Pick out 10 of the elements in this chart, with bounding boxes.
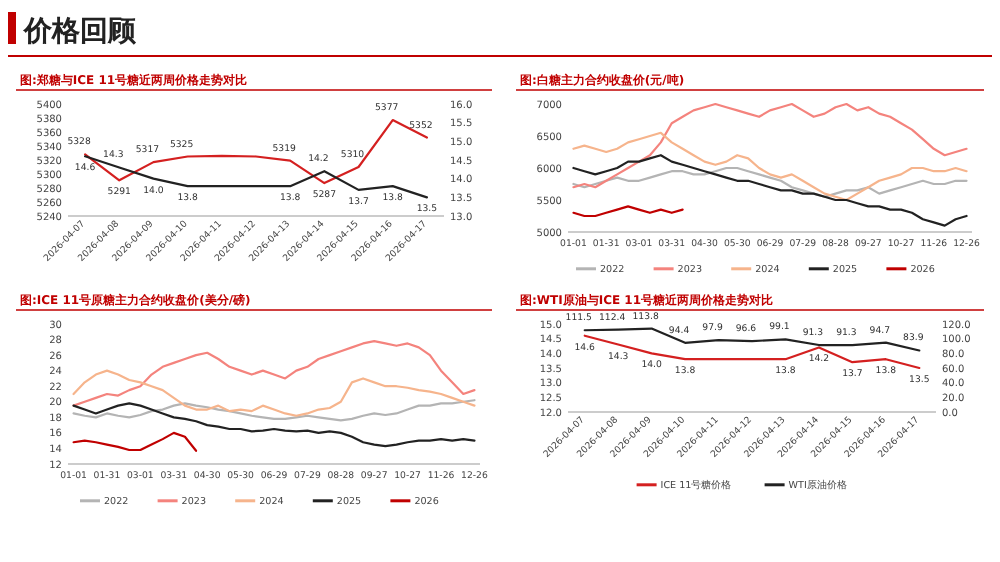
line-series <box>572 102 968 189</box>
line-series <box>72 402 476 448</box>
line-series <box>72 340 476 407</box>
line-series <box>72 399 476 422</box>
line-series <box>72 369 476 417</box>
line-series <box>572 154 968 227</box>
line-series <box>72 431 198 452</box>
line-series <box>572 131 968 202</box>
line-series <box>572 166 968 198</box>
text: 价格回顾 <box>22 16 138 48</box>
